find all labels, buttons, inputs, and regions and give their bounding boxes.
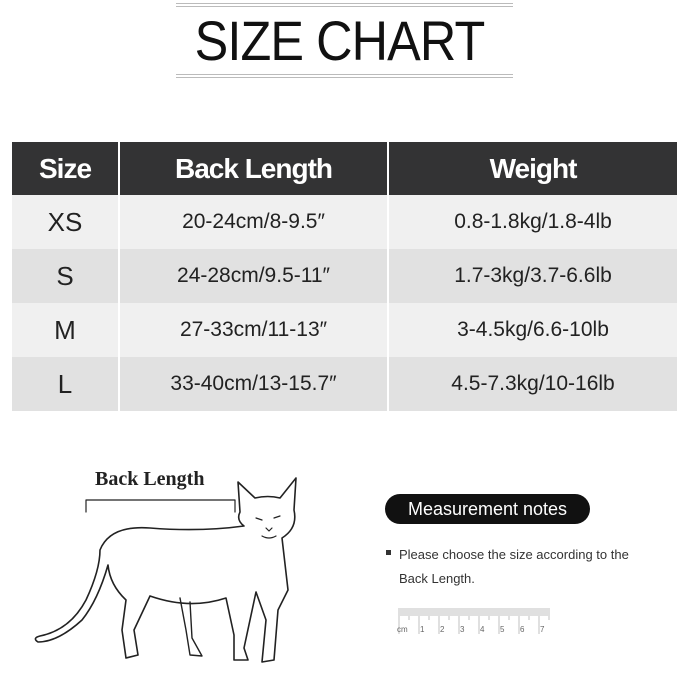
header-weight: Weight — [388, 142, 677, 195]
cell-back-length: 24-28cm/9.5-11″ — [119, 249, 389, 303]
ruler-label: 5 — [500, 625, 505, 634]
size-table: Size Back Length Weight XS 20-24cm/8-9.5… — [12, 142, 677, 411]
ruler-illustration: cm 1 2 3 4 5 6 7 — [397, 608, 550, 634]
header-size: Size — [12, 142, 120, 195]
title-rule-top-2 — [176, 6, 513, 7]
table-row: L 33-40cm/13-15.7″ 4.5-7.3kg/10-16lb — [12, 357, 677, 411]
table-row: M 27-33cm/11-13″ 3-4.5kg/6.6-10lb — [12, 303, 677, 357]
ruler-label: 6 — [520, 625, 525, 634]
ruler-unit: cm — [397, 625, 408, 634]
back-length-label: Back Length — [95, 468, 205, 490]
back-length-bracket — [85, 499, 236, 513]
cell-size: M — [12, 303, 120, 357]
ruler-label: 7 — [540, 625, 545, 634]
title-rule-top — [176, 3, 513, 4]
header-back-length: Back Length — [119, 142, 389, 195]
cat-body — [34, 477, 297, 663]
cell-weight: 0.8-1.8kg/1.8-4lb — [388, 195, 677, 249]
ruler-label: 3 — [460, 625, 465, 634]
bullet-icon — [386, 550, 391, 555]
cell-weight: 3-4.5kg/6.6-10lb — [388, 303, 677, 357]
cell-back-length: 27-33cm/11-13″ — [119, 303, 389, 357]
measurement-notes-heading: Measurement notes — [385, 494, 590, 524]
cell-back-length: 20-24cm/8-9.5″ — [119, 195, 389, 249]
table-header-row: Size Back Length Weight — [12, 142, 677, 195]
title-rule-bottom — [176, 74, 513, 75]
cell-weight: 4.5-7.3kg/10-16lb — [388, 357, 677, 411]
cat-outline-illustration — [34, 477, 297, 663]
cell-weight: 1.7-3kg/3.7-6.6lb — [388, 249, 677, 303]
cell-back-length: 33-40cm/13-15.7″ — [119, 357, 389, 411]
title-rule-bottom-2 — [176, 77, 513, 78]
measurement-note-text: Please choose the size according to the … — [399, 547, 629, 586]
page-title: SIZE CHART — [194, 9, 486, 72]
table-row: S 24-28cm/9.5-11″ 1.7-3kg/3.7-6.6lb — [12, 249, 677, 303]
cell-size: S — [12, 249, 120, 303]
table-row: XS 20-24cm/8-9.5″ 0.8-1.8kg/1.8-4lb — [12, 195, 677, 249]
cell-size: L — [12, 357, 120, 411]
ruler-label: 2 — [440, 625, 445, 634]
cell-size: XS — [12, 195, 120, 249]
ruler-label: 1 — [420, 625, 425, 634]
ruler-label: 4 — [480, 625, 485, 634]
